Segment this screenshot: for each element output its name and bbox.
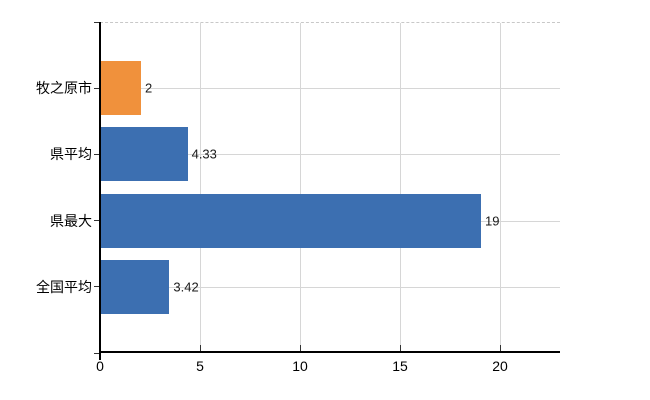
- x-tick-label: 20: [492, 358, 508, 374]
- gridline-vertical: [399, 23, 401, 351]
- x-axis: [100, 351, 560, 353]
- bar-value-label: 3.42: [173, 279, 199, 295]
- bar-value-label: 2: [145, 80, 153, 96]
- gridline-vertical: [299, 23, 301, 351]
- y-axis-tick: [94, 220, 100, 222]
- bar-value-label: 19: [485, 213, 500, 229]
- gridline-horizontal: [100, 154, 560, 156]
- y-axis-tick: [94, 352, 100, 354]
- gridline-vertical: [199, 23, 201, 351]
- category-label: 県最大: [50, 212, 92, 229]
- y-axis-tick: [94, 21, 100, 23]
- gridline-horizontal: [100, 88, 560, 90]
- plot-top-border: [100, 22, 560, 23]
- y-axis-tick: [94, 87, 100, 89]
- x-axis-tick: [199, 345, 201, 351]
- y-axis-tick: [94, 153, 100, 155]
- category-label: 県平均: [50, 146, 92, 163]
- bar: [101, 127, 188, 182]
- x-axis-tick: [299, 345, 301, 351]
- x-tick-label: 0: [96, 358, 104, 374]
- x-axis-tick: [499, 345, 501, 351]
- y-axis-tick: [94, 286, 100, 288]
- category-label: 牧之原市: [36, 80, 92, 97]
- x-tick-label: 5: [196, 358, 204, 374]
- category-label: 全国平均: [36, 278, 92, 295]
- gridline-vertical: [499, 23, 501, 351]
- bar: [101, 193, 481, 248]
- x-tick-label: 15: [392, 358, 408, 374]
- x-tick-label: 10: [292, 358, 308, 374]
- y-axis: [99, 22, 101, 360]
- bar: [101, 61, 141, 116]
- x-axis-tick: [399, 345, 401, 351]
- gridline-horizontal: [100, 286, 560, 288]
- bar-value-label: 4.33: [191, 146, 217, 162]
- bar: [101, 259, 170, 314]
